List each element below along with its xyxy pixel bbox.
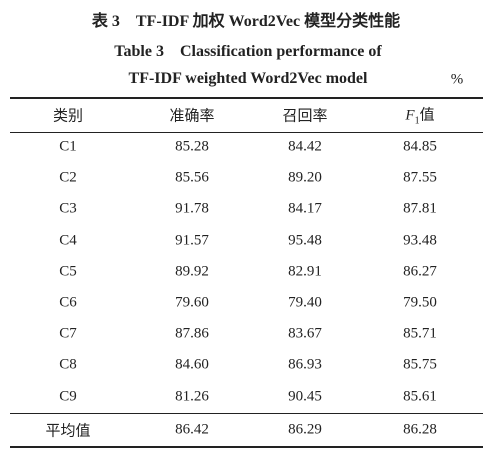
header-cell: 召回率 <box>282 108 328 125</box>
cell: C2 <box>59 169 77 186</box>
cell: 84.60 <box>175 356 209 373</box>
cell: 85.71 <box>403 325 437 342</box>
footer-cell: 86.29 <box>288 421 322 438</box>
cell: C3 <box>59 200 77 217</box>
cell: 89.20 <box>288 169 322 186</box>
unit: % <box>450 71 464 88</box>
caption-cn: 表 3 TF-IDF 加权 Word2Vec 模型分类性能 <box>91 13 401 30</box>
header-cell: 准确率 <box>169 108 215 125</box>
cell: C7 <box>59 325 77 342</box>
cell: 83.67 <box>288 325 322 342</box>
cell: 93.48 <box>403 232 437 249</box>
cell: C1 <box>59 138 77 155</box>
footer-cell: 平均值 <box>45 423 91 440</box>
cell: 89.92 <box>175 263 209 280</box>
cell: 85.56 <box>175 169 209 186</box>
header-part: 值 <box>419 107 435 124</box>
caption-en: TF-IDF weighted Word2Vec model <box>128 70 368 87</box>
top-rule <box>10 97 483 99</box>
cell: 86.93 <box>288 356 322 373</box>
cell: 82.91 <box>288 263 322 280</box>
footer-cell: 86.28 <box>403 421 437 438</box>
cell: 90.45 <box>288 388 322 405</box>
header-rule <box>10 132 483 133</box>
header-part: F <box>405 107 415 124</box>
cell: 87.81 <box>403 200 437 217</box>
cell: 79.60 <box>175 294 209 311</box>
cell: 91.57 <box>175 232 209 249</box>
cell: 84.17 <box>288 200 322 217</box>
cell: 85.75 <box>403 356 437 373</box>
cell: 79.40 <box>288 294 322 311</box>
header-part: 1 <box>414 115 420 127</box>
cell: 87.86 <box>175 325 209 342</box>
cell: 81.26 <box>175 388 209 405</box>
cell: 87.55 <box>403 169 437 186</box>
cell: 95.48 <box>288 232 322 249</box>
cell: 79.50 <box>403 294 437 311</box>
cell: C4 <box>59 232 77 249</box>
header-cell: 类别 <box>52 108 84 125</box>
cell: 84.85 <box>403 138 437 155</box>
cell: C8 <box>59 356 77 373</box>
bottom-rule <box>10 446 483 448</box>
cell: 84.42 <box>288 138 322 155</box>
cell: C5 <box>59 263 77 280</box>
cell: C9 <box>59 388 77 405</box>
cell: 86.27 <box>403 263 437 280</box>
footer-cell: 86.42 <box>175 421 209 438</box>
cell: 85.28 <box>175 138 209 155</box>
cell: C6 <box>59 294 77 311</box>
caption-en: Table 3 Classification performance of <box>114 43 382 60</box>
cell: 91.78 <box>175 200 209 217</box>
footer-rule <box>10 413 483 414</box>
cell: 85.61 <box>403 388 437 405</box>
header-cell: F1值 <box>405 104 434 127</box>
